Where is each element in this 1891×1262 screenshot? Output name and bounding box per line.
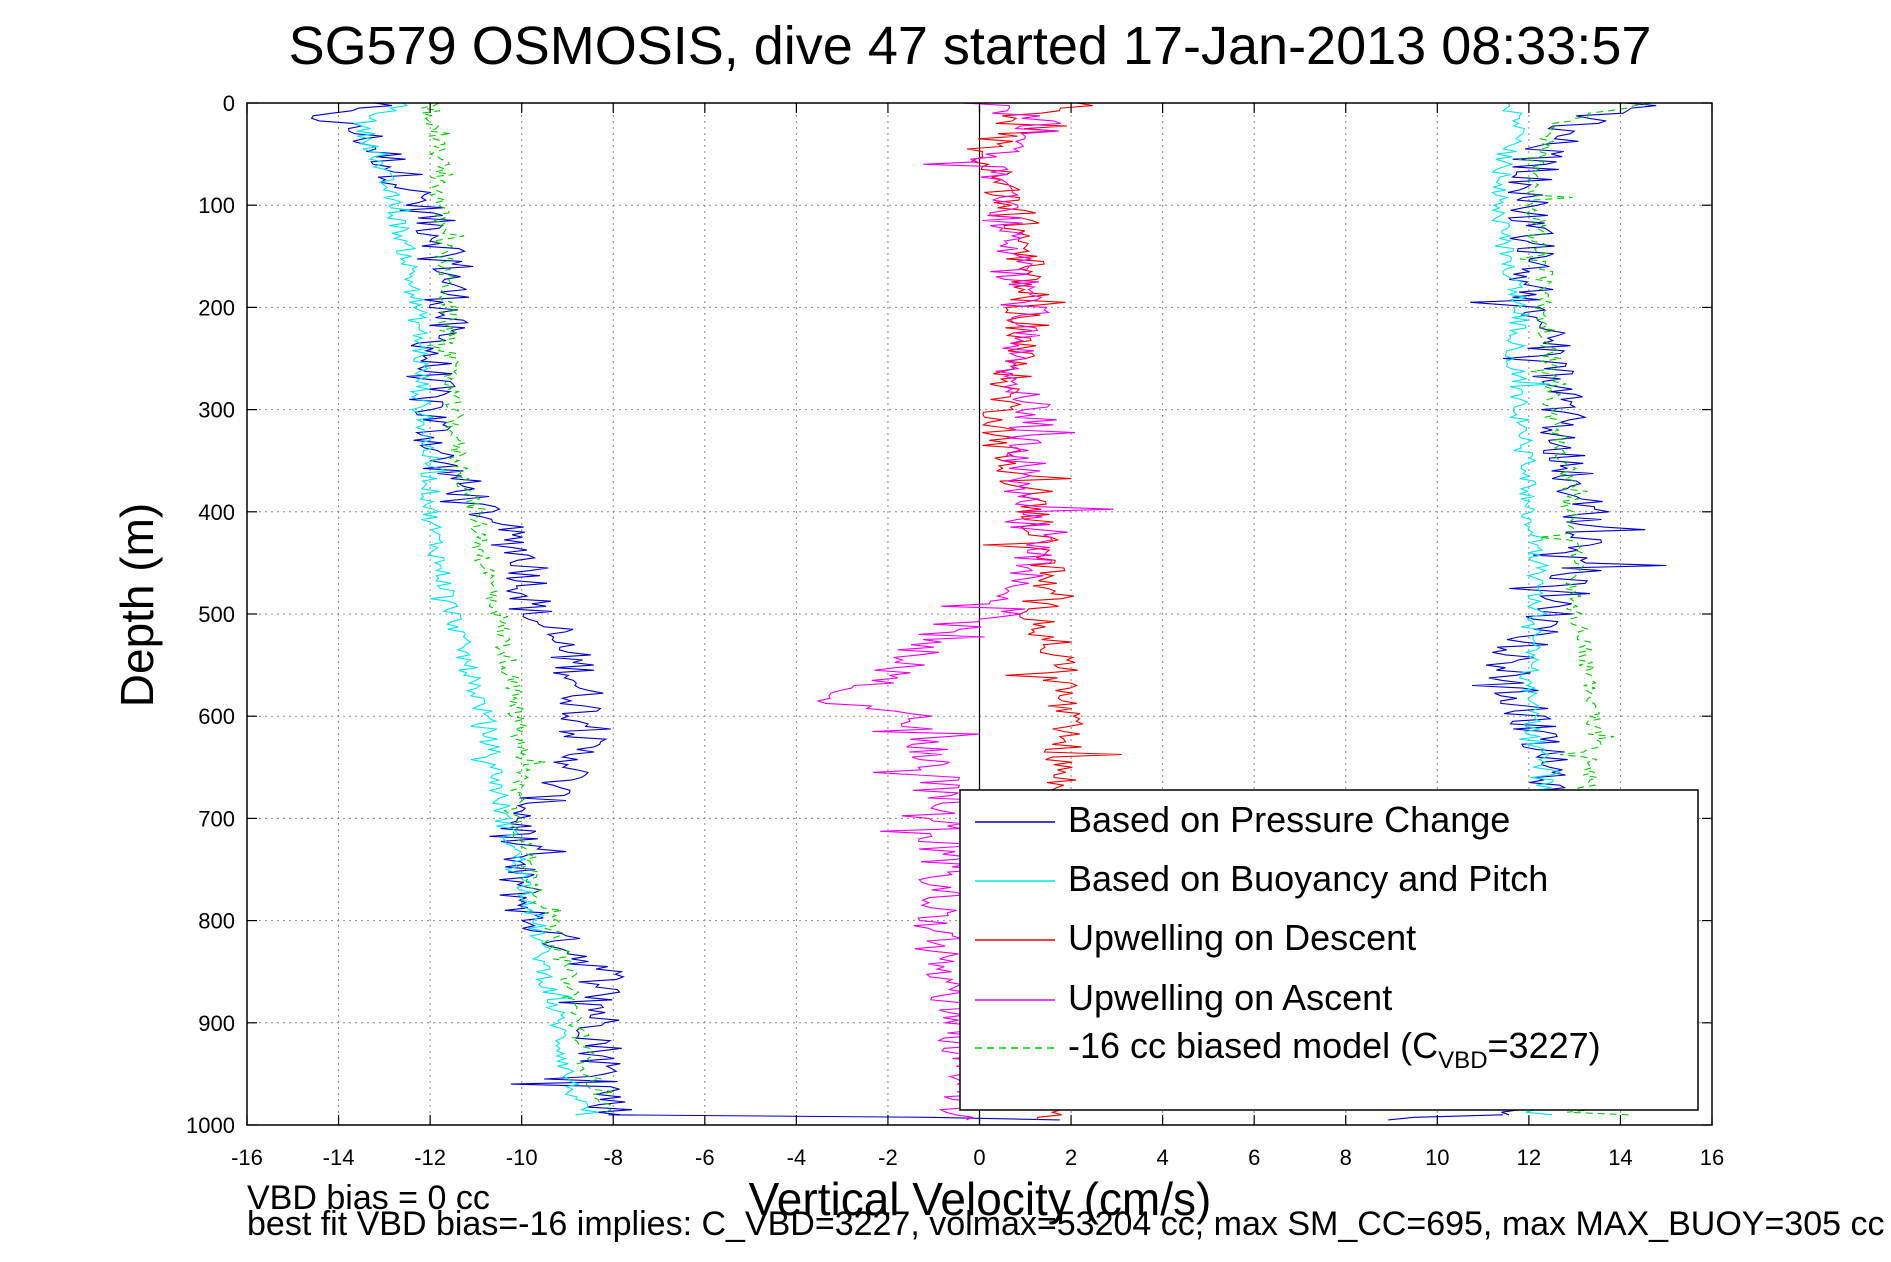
x-tick-label: -10 bbox=[506, 1145, 538, 1170]
y-tick-label: 1000 bbox=[186, 1113, 235, 1138]
series-line bbox=[421, 103, 616, 1116]
legend-label: Upwelling on Descent bbox=[1068, 917, 1416, 958]
x-tick-label: 0 bbox=[973, 1145, 985, 1170]
legend-box bbox=[959, 789, 1699, 1111]
x-tick-label: 8 bbox=[1340, 1145, 1352, 1170]
series-line bbox=[354, 103, 599, 1116]
x-tick-label: 6 bbox=[1248, 1145, 1260, 1170]
legend-label: Upwelling on Ascent bbox=[1068, 977, 1392, 1018]
y-tick-label: 500 bbox=[198, 602, 235, 627]
vbd-bias-note: VBD bias = 0 cc bbox=[247, 1179, 490, 1217]
legend-label: Based on Pressure Change bbox=[1068, 799, 1510, 840]
series-line bbox=[817, 103, 1114, 1121]
x-tick-labels: -16 -14 -12 -10 -8 -6 -4 -2 0 2 4 6 8 10 12 14 16 bbox=[231, 1145, 1724, 1170]
legend-label: -16 cc biased model (CVBD=3227) bbox=[1068, 1025, 1601, 1074]
best-fit-note: best fit VBD bias=-16 implies: C_VBD=322… bbox=[247, 1205, 1885, 1243]
y-tick-label: 300 bbox=[198, 398, 235, 423]
y-tick-label: 800 bbox=[198, 909, 235, 934]
x-tick-label: -16 bbox=[231, 1145, 263, 1170]
x-tick-label: 2 bbox=[1065, 1145, 1077, 1170]
x-tick-label: 12 bbox=[1517, 1145, 1541, 1170]
y-tick-label: 600 bbox=[198, 704, 235, 729]
series-line bbox=[608, 1114, 1060, 1121]
axis-ticks bbox=[246, 102, 1713, 1126]
x-tick-label: 16 bbox=[1700, 1145, 1724, 1170]
y-tick-label: 400 bbox=[198, 500, 235, 525]
y-tick-label: 200 bbox=[198, 295, 235, 320]
legend: Based on Pressure Change Based on Buoyanc… bbox=[959, 789, 1699, 1111]
chart-title: SG579 OSMOSIS, dive 47 started 17-Jan-20… bbox=[289, 16, 1652, 76]
x-tick-label: 4 bbox=[1157, 1145, 1169, 1170]
x-tick-label: -2 bbox=[878, 1145, 898, 1170]
y-tick-label: 100 bbox=[198, 193, 235, 218]
x-axis-label: Vertical Velocity (cm/s) bbox=[749, 1173, 1212, 1225]
y-axis-label: Depth (m) bbox=[111, 503, 163, 707]
series-line bbox=[310, 103, 633, 1116]
x-tick-label: 10 bbox=[1425, 1145, 1449, 1170]
x-tick-label: -4 bbox=[787, 1145, 807, 1170]
series-line bbox=[1388, 1114, 1504, 1121]
x-tick-label: -12 bbox=[414, 1145, 446, 1170]
x-tick-label: -8 bbox=[603, 1145, 623, 1170]
x-tick-label: -6 bbox=[695, 1145, 715, 1170]
y-tick-label: 700 bbox=[198, 806, 235, 831]
y-tick-labels: 0 100 200 300 400 500 600 700 800 900 1000 bbox=[186, 91, 235, 1138]
x-tick-label: -14 bbox=[323, 1145, 355, 1170]
x-tick-label: 14 bbox=[1608, 1145, 1632, 1170]
legend-label: Based on Buoyancy and Pitch bbox=[1068, 858, 1548, 899]
series-upwelling-on-ascent bbox=[817, 103, 1114, 1121]
y-tick-label: 0 bbox=[223, 91, 235, 116]
y-tick-label: 900 bbox=[198, 1011, 235, 1036]
